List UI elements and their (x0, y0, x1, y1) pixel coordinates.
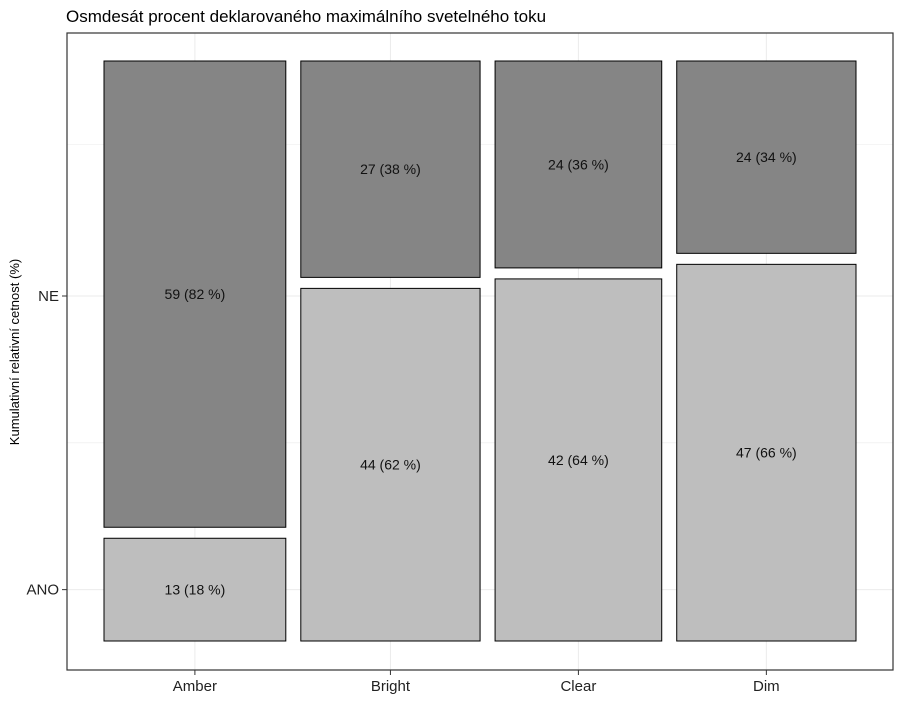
tile-label-dim-ano: 47 (66 %) (736, 445, 797, 461)
x-tick-label-dim: Dim (753, 678, 780, 695)
tile-amber-ano (103, 537, 287, 642)
y-axis-label: Kumulativní relativní cetnost (%) (7, 259, 22, 445)
tile-dim-ano (676, 263, 857, 642)
tile-label-dim-ne: 24 (34 %) (736, 149, 797, 165)
tile-dim-ne (676, 60, 857, 254)
tile-label-amber-ne: 59 (82 %) (165, 286, 226, 302)
y-axis: ANO NE (26, 288, 67, 599)
x-tick-label-amber: Amber (173, 678, 217, 695)
tile-amber-ne (103, 60, 287, 528)
tile-label-bright-ano: 44 (62 %) (360, 457, 421, 473)
x-tick-label-clear: Clear (560, 678, 596, 695)
x-tick-label-bright: Bright (371, 678, 411, 695)
chart-title: Osmdesát procent deklarovaného maximální… (66, 7, 546, 26)
tile-label-clear-ano: 42 (64 %) (548, 452, 609, 468)
tile-bright-ne (300, 60, 481, 278)
tile-clear-ano (494, 278, 663, 642)
mosaic-cells (103, 60, 857, 642)
tile-label-clear-ne: 24 (36 %) (548, 156, 609, 172)
plot-border (66, 32, 894, 671)
tile-bright-ano (300, 287, 481, 642)
tile-label-bright-ne: 27 (38 %) (360, 161, 421, 177)
y-tick-label-ano: ANO (26, 582, 59, 599)
tile-label-amber-ano: 13 (18 %) (165, 582, 226, 598)
tile-clear-ne (494, 60, 663, 269)
y-tick-label-ne: NE (38, 288, 59, 305)
x-axis: Amber Bright Clear Dim (173, 670, 780, 695)
cell-labels: 13 (18 %) 59 (82 %) 44 (62 %) 27 (38 %) 42 (… (165, 149, 797, 597)
